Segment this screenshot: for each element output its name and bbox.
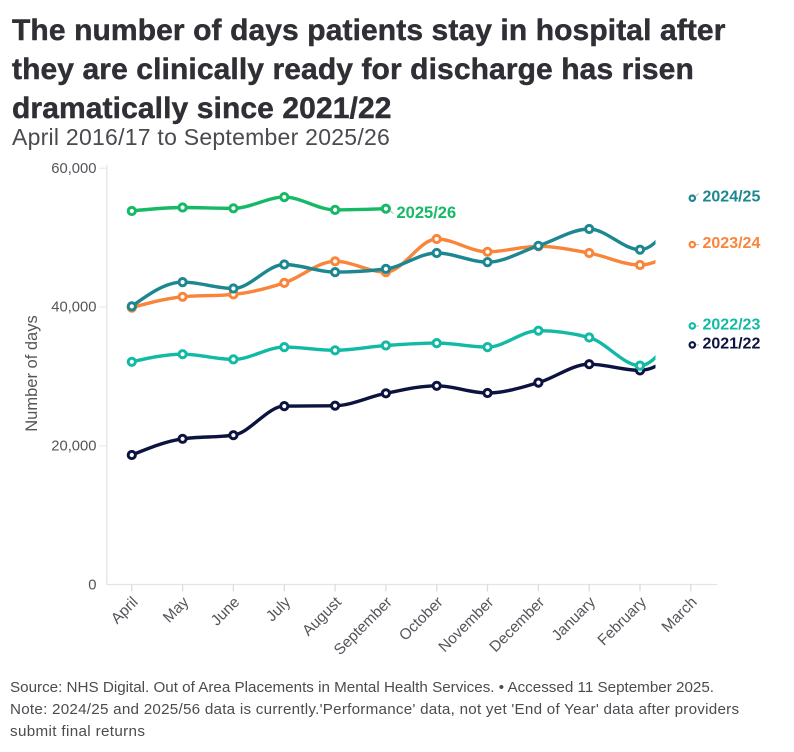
svg-text:2025/26: 2025/26	[397, 204, 457, 222]
svg-text:May: May	[160, 594, 193, 627]
svg-text:Number of days: Number of days	[23, 315, 41, 431]
svg-text:2023/24: 2023/24	[703, 235, 761, 252]
svg-text:October: October	[396, 594, 447, 645]
svg-text:July: July	[263, 594, 295, 626]
svg-text:March: March	[659, 594, 701, 636]
svg-text:0: 0	[88, 577, 96, 593]
svg-text:20,000: 20,000	[51, 439, 96, 455]
svg-text:2021/22: 2021/22	[703, 335, 761, 352]
svg-text:2022/23: 2022/23	[703, 316, 761, 333]
svg-text:January: January	[549, 594, 600, 645]
svg-text:February: February	[595, 594, 651, 650]
svg-text:April: April	[108, 594, 142, 628]
svg-text:June: June	[208, 594, 243, 629]
svg-text:December: December	[486, 594, 548, 656]
svg-text:40,000: 40,000	[51, 300, 96, 316]
svg-text:2024/25: 2024/25	[703, 189, 761, 206]
svg-text:60,000: 60,000	[51, 161, 96, 177]
svg-text:August: August	[299, 593, 345, 639]
